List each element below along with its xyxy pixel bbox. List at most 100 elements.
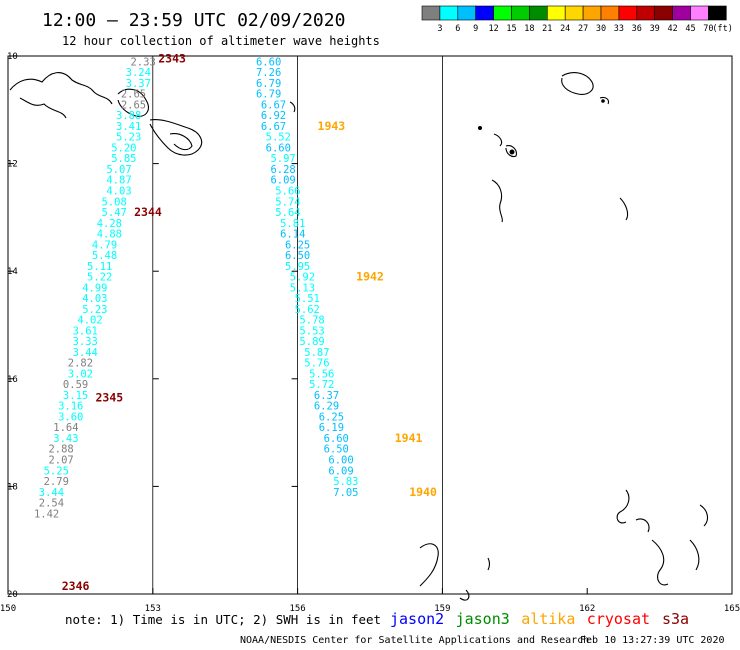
colorbar-label: 6 (455, 24, 460, 34)
swh-value: 5.25 (44, 465, 69, 477)
swh-value: 3.61 (73, 325, 98, 337)
swh-value: 6.92 (261, 110, 286, 122)
swh-value: 5.85 (111, 153, 136, 165)
coastline-ngatik (599, 96, 610, 105)
swh-value: 6.60 (256, 56, 281, 68)
swh-value: 5.20 (111, 142, 136, 154)
swh-value: 3.24 (126, 67, 151, 79)
swh-value: 5.51 (295, 293, 320, 305)
swh-value: 3.02 (68, 368, 93, 380)
swh-value: 3.88 (116, 110, 141, 122)
swh-value: 2.33 (130, 56, 155, 68)
colorbar-swatch (564, 5, 584, 21)
swh-value: 5.95 (285, 261, 310, 273)
swh-value: 5.97 (270, 153, 295, 165)
time-label: 2345 (96, 391, 124, 405)
track-west: 2.333.243.372.652.653.883.415.235.205.85… (34, 52, 186, 593)
coastline-kosrae-islet (487, 557, 491, 571)
colorbar-label: 36 (632, 24, 642, 34)
colorbar-label: 12 (488, 24, 498, 34)
swh-value: 2.82 (68, 358, 93, 370)
time-label: 1941 (395, 431, 423, 445)
colorbar-label: 30 (596, 24, 606, 34)
swh-value: 3.37 (126, 78, 151, 90)
colorbar-label: 3 (437, 24, 442, 34)
coastline-marshall-b (635, 518, 650, 533)
colorbar-swatch (511, 5, 530, 21)
swh-value: 0.59 (63, 379, 88, 391)
coastline-kosrae-islet-2 (459, 589, 470, 601)
swh-value: 6.60 (324, 433, 349, 445)
colorbar-label: 33 (614, 24, 624, 34)
colorbar-label: 21 (542, 24, 552, 34)
swh-value: 4.28 (97, 218, 122, 230)
swh-value: 4.02 (77, 315, 102, 327)
swh-value: 4.03 (82, 293, 107, 305)
swh-value: 4.99 (82, 282, 107, 294)
swh-value: 6.60 (266, 142, 291, 154)
swh-value: 5.64 (275, 207, 300, 219)
colorbar-label: 9 (473, 24, 478, 34)
swh-value: 5.92 (290, 272, 315, 284)
swh-value: 6.67 (261, 99, 286, 111)
coastline-pohnpei (561, 72, 594, 95)
colorbar-swatch (600, 5, 620, 21)
swh-value: 5.23 (82, 304, 107, 316)
swh-value: 2.88 (48, 444, 73, 456)
map-frame (7, 55, 733, 595)
coastlines (9, 72, 709, 601)
swh-value: 5.48 (92, 250, 117, 262)
swh-value: 5.22 (87, 272, 112, 284)
swh-value: 6.79 (256, 78, 281, 90)
swh-value: 5.52 (266, 132, 291, 144)
time-label: 1942 (356, 270, 384, 284)
colorbar-label: 39 (650, 24, 660, 34)
swh-value: 4.87 (106, 175, 131, 187)
satellite-jason2: jason2 (390, 610, 444, 628)
reef-dot (509, 149, 515, 155)
lat-tick-label: 14 (7, 267, 18, 277)
lat-tick-label: 12 (7, 160, 18, 170)
reef-dots (478, 99, 605, 155)
colorbar-label: 18 (524, 24, 534, 34)
lon-tick-label: 156 (289, 604, 305, 614)
satellite-jason3: jason3 (456, 610, 510, 628)
coastline-kosrae (419, 543, 439, 587)
time-label: 2343 (158, 52, 186, 66)
swh-value: 5.78 (299, 315, 324, 327)
time-label: 1940 (409, 485, 437, 499)
swh-value: 6.25 (319, 411, 344, 423)
colorbar-label: 70 (703, 24, 713, 34)
coastline-marshall-e (699, 504, 709, 527)
colorbar-label: 45 (685, 24, 695, 34)
altimeter-tracks: 2.333.243.372.652.653.883.415.235.205.85… (34, 52, 437, 593)
colorbar-label: 24 (560, 24, 570, 34)
swh-value: 5.76 (304, 358, 329, 370)
time-label: 2346 (62, 579, 90, 593)
swh-value: 5.72 (309, 379, 334, 391)
footer-note: note: 1) Time is in UTC; 2) SWH is in fe… (65, 612, 381, 627)
swh-value: 3.44 (73, 347, 98, 359)
axis-ticks: 10 12 14 16 18 20 150 153 156 159 162 165 (0, 52, 740, 614)
lon-tick-label: 165 (724, 604, 740, 614)
swh-value: 6.09 (270, 175, 295, 187)
coastline-chuuk-reef (117, 88, 149, 117)
colorbar-swatch (546, 5, 566, 21)
coastline-atoll-c (619, 197, 629, 221)
swh-value: 3.33 (73, 336, 98, 348)
swh-value: 6.79 (256, 89, 281, 101)
swh-value: 1.42 (34, 508, 59, 520)
colorbar-swatch (690, 5, 709, 21)
lat-tick-label: 20 (7, 590, 18, 600)
coastline-east-islet (289, 101, 296, 113)
swh-value: 6.28 (270, 164, 295, 176)
time-label: 2344 (134, 205, 162, 219)
swh-value: 6.37 (314, 390, 339, 402)
swh-value: 5.13 (290, 282, 315, 294)
swh-value: 5.08 (102, 196, 127, 208)
colorbar-label: 27 (578, 24, 588, 34)
colorbar-swatch (421, 5, 441, 21)
coastline-chuuk-mid (19, 97, 67, 119)
coastline-marshall-d (689, 539, 700, 571)
